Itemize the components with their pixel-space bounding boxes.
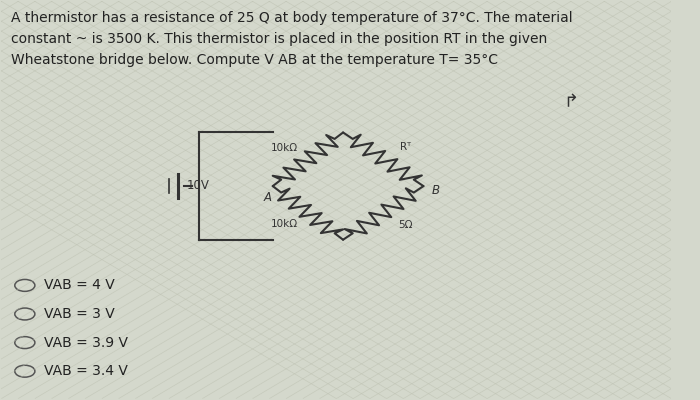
Text: A thermistor has a resistance of 25 Q at body temperature of 37°C. The material
: A thermistor has a resistance of 25 Q at… — [11, 11, 573, 66]
Text: Rᵀ: Rᵀ — [400, 142, 412, 152]
Text: VAB = 3.4 V: VAB = 3.4 V — [43, 364, 127, 378]
Text: ↱: ↱ — [564, 94, 578, 112]
Text: B: B — [431, 184, 440, 196]
Text: 10kΩ: 10kΩ — [270, 219, 298, 229]
Text: VAB = 3.9 V: VAB = 3.9 V — [43, 336, 127, 350]
Text: 10kΩ: 10kΩ — [270, 143, 298, 153]
Text: 10V: 10V — [187, 179, 210, 192]
Text: 5Ω: 5Ω — [398, 220, 413, 230]
Text: A: A — [263, 191, 272, 204]
Text: VAB = 4 V: VAB = 4 V — [43, 278, 114, 292]
Text: VAB = 3 V: VAB = 3 V — [43, 307, 114, 321]
